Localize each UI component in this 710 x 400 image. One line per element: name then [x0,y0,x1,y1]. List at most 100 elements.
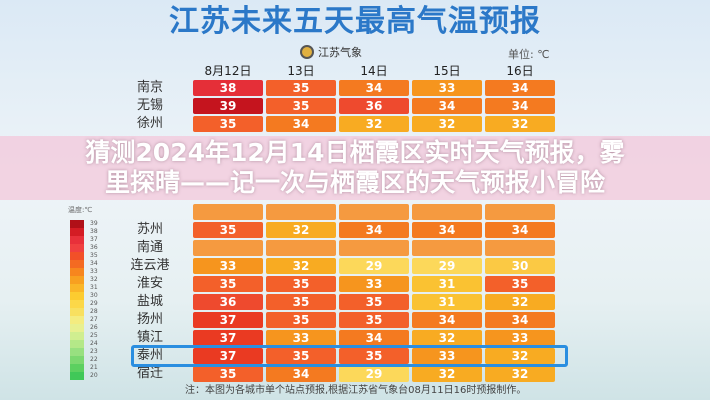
legend-swatch [70,324,84,332]
city-label: 扬州 [136,312,163,327]
legend-swatch [70,292,84,300]
city-label: 南京 [136,80,163,95]
temperature-cell [339,204,409,220]
column-header: 15日 [433,64,461,78]
temperature-cell: 35 [339,348,409,364]
legend-swatch [70,308,84,316]
temperature-cell [193,240,263,256]
temperature-cell: 35 [266,312,336,328]
temperature-cell: 38 [193,80,263,96]
column-header: 13日 [287,64,315,78]
temperature-cell: 35 [193,276,263,292]
legend-swatch [70,276,84,284]
temperature-cell: 32 [485,348,555,364]
legend-label: 39 [90,220,98,227]
temperature-cell: 30 [485,258,555,274]
legend-swatch [70,284,84,292]
legend-label: 20 [90,372,98,379]
logo: 江苏气象 [300,44,362,60]
legend-swatch [70,356,84,364]
temperature-cell: 34 [339,80,409,96]
temperature-cell: 36 [339,98,409,114]
legend-label: 38 [90,228,98,235]
temperature-cell: 31 [412,276,482,292]
temperature-cell [339,240,409,256]
legend-label: 29 [90,300,98,307]
overlay-title-line1: 猜测2024年12月14日栖霞区实时天气预报，雾 [85,138,625,167]
temperature-cell: 35 [266,80,336,96]
temperature-cell: 34 [412,98,482,114]
legend-label: 25 [90,332,98,339]
temperature-cell [266,240,336,256]
legend-swatch [70,268,84,276]
temperature-cell: 33 [266,330,336,346]
temperature-cell: 34 [485,80,555,96]
temperature-cell: 37 [193,348,263,364]
legend-label: 34 [90,260,98,267]
temperature-cell: 34 [339,330,409,346]
city-label: 徐州 [136,116,163,131]
legend-label: 22 [90,356,98,363]
temperature-cell: 36 [193,294,263,310]
temperature-cell: 29 [412,258,482,274]
city-label: 南通 [136,240,163,255]
footnote: 注：本图为各城市单个站点预报,根据江苏省气象台08月11日16时预报制作。 [185,385,527,396]
temperature-cell: 32 [412,330,482,346]
temperature-cell: 32 [412,116,482,132]
temperature-cell: 29 [339,258,409,274]
legend-label: 36 [90,244,98,251]
temperature-cell [193,204,263,220]
temperature-cell: 37 [193,330,263,346]
temperature-cell: 29 [339,366,409,382]
temperature-cell: 32 [266,222,336,238]
legend-swatch [70,236,84,244]
legend-swatch [70,228,84,236]
temperature-cell [485,204,555,220]
legend-label: 26 [90,324,98,331]
legend-swatch [70,316,84,324]
temperature-cell: 35 [266,294,336,310]
legend-label: 23 [90,348,98,355]
city-label: 淮安 [136,276,163,291]
temperature-cell: 35 [266,98,336,114]
city-label: 宿迁 [136,366,163,381]
temperature-cell: 34 [485,222,555,238]
temperature-cell: 35 [266,348,336,364]
temperature-cell: 39 [193,98,263,114]
temperature-cell: 33 [485,330,555,346]
city-label: 盐城 [136,294,163,309]
unit-label: 单位: ℃ [508,48,550,61]
legend-swatch [70,300,84,308]
column-header: 16日 [506,64,534,78]
temperature-cell [266,204,336,220]
temperature-cell: 32 [485,294,555,310]
legend-swatch [70,220,84,228]
logo-text: 江苏气象 [318,46,362,59]
legend-label: 24 [90,340,98,347]
temperature-cell: 34 [339,222,409,238]
legend-swatch [70,340,84,348]
legend-label: 35 [90,252,98,259]
temperature-cell: 35 [339,312,409,328]
city-label: 连云港 [130,258,170,273]
column-header: 14日 [360,64,388,78]
temperature-cell: 34 [485,98,555,114]
legend-label: 33 [90,268,98,275]
temperature-cell: 32 [339,116,409,132]
temperature-cell [412,204,482,220]
temperature-cell: 33 [193,258,263,274]
temperature-cell: 35 [193,116,263,132]
legend-label: 28 [90,308,98,315]
overlay-title-line2: 里探晴——记一次与栖霞区的天气预报小冒险 [104,168,605,197]
legend-swatch [70,252,84,260]
temperature-cell: 32 [412,366,482,382]
legend-label: 27 [90,316,98,323]
temperature-cell: 35 [485,276,555,292]
legend-swatch [70,364,84,372]
temperature-cell: 31 [412,294,482,310]
column-header: 8月12日 [204,64,252,78]
legend-label: 37 [90,236,98,243]
city-label: 泰州 [136,348,163,363]
legend-swatch [70,348,84,356]
temperature-cell: 35 [266,276,336,292]
